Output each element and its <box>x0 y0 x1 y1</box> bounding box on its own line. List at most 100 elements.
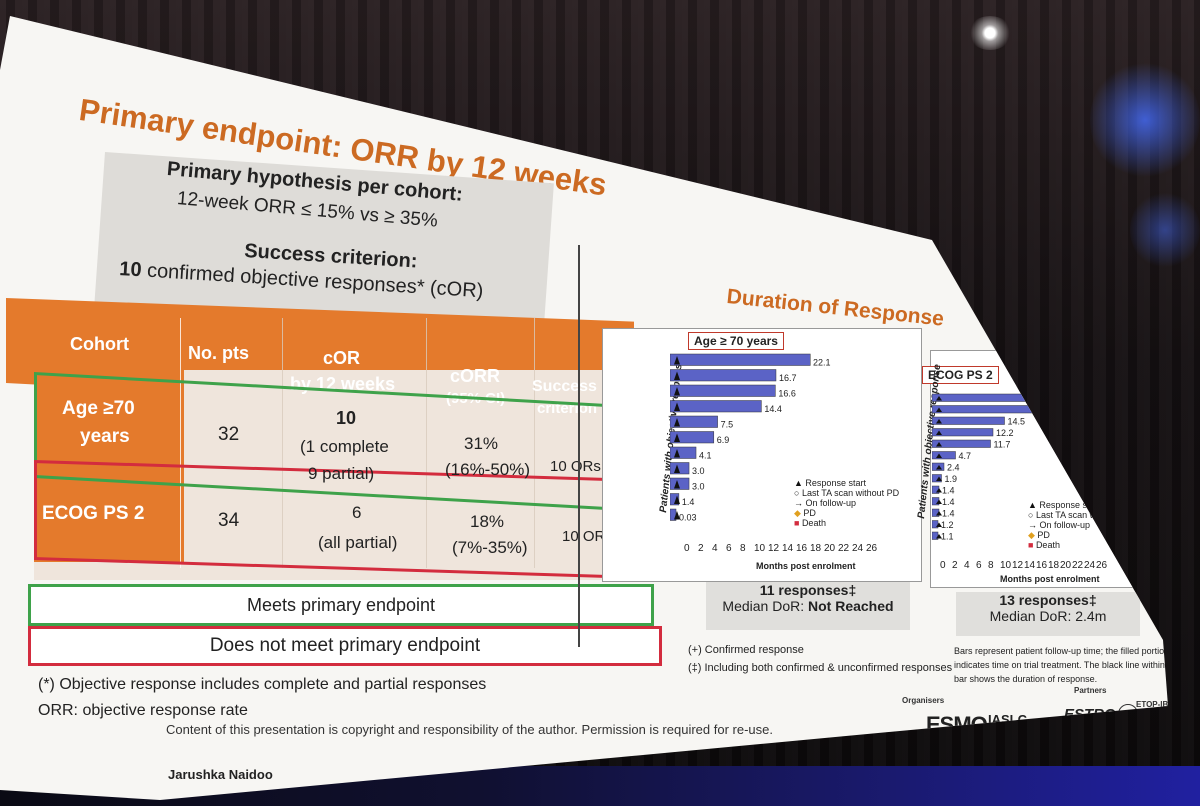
dor-bar <box>932 428 994 437</box>
x-tick-label: 14 <box>1024 560 1036 571</box>
header-criterion: criterion <box>537 400 598 417</box>
note-bars-3: bar shows the duration of response. <box>954 674 1098 684</box>
x-tick-label: 16 <box>1036 560 1048 571</box>
etop-logo: ETOP-IBCSG <box>1136 700 1186 709</box>
author-name: Jarushka Naidoo <box>168 767 273 782</box>
legend-item: ○ Last TA scan without PD <box>794 488 900 498</box>
x-tick-label: 12 <box>768 543 780 554</box>
legend-marker-icon: ▲ <box>1028 500 1040 510</box>
dor-bar-label: 1.9 <box>945 474 958 484</box>
dor-bar-label: 3.0 <box>692 482 705 492</box>
dor-bar-label: 12.2 <box>996 428 1014 438</box>
legend-marker-icon: ▲ <box>794 478 806 488</box>
x-tick-label: 2 <box>698 543 704 554</box>
x-tick-label: 6 <box>976 560 982 571</box>
legend-marker-icon: ■ <box>1028 540 1036 550</box>
legend-marker-icon: → <box>794 498 806 508</box>
x-tick-label: 12 <box>1012 560 1024 571</box>
dor-bar-label: 1.4 <box>682 497 695 507</box>
header-95-ci: (95% CI) <box>446 390 506 407</box>
legend-item: ■ Death <box>1028 540 1060 550</box>
header-no-pts: No. pts <box>188 343 249 363</box>
x-tick-label: 18 <box>1048 560 1060 571</box>
dor-bar <box>670 493 680 506</box>
x-tick-label: 24 <box>852 543 864 554</box>
dor-bar-label: 6.9 <box>717 435 730 445</box>
legend-not-meets: Does not meet primary endpoint <box>28 626 662 666</box>
header-corr: cORR <box>450 366 501 386</box>
responses-box-ecog: 13 responses‡ Median DoR: 2.4m <box>956 592 1140 636</box>
blue-stage-light <box>1090 60 1200 180</box>
legend-item: ▲ Response start <box>794 478 866 488</box>
response-start-marker <box>674 356 680 365</box>
response-start-marker <box>936 522 942 527</box>
dor-bar-label: 3.0 <box>692 466 705 476</box>
x-tick-label: 0 <box>940 560 946 571</box>
blue-stage-light <box>1130 190 1200 270</box>
legend-meets: Meets primary endpoint <box>28 584 654 626</box>
note-including: (‡) Including both confirmed & unconfirm… <box>688 662 953 674</box>
response-start-marker <box>936 534 942 539</box>
response-start-marker <box>674 480 680 489</box>
note-confirmed: (+) Confirmed response <box>688 644 804 656</box>
dor-bar-label: 2.4 <box>947 463 960 473</box>
response-start-marker <box>674 402 680 411</box>
header-by-12-weeks: by 12 weeks <box>290 374 396 394</box>
row1-corr: 31% <box>464 434 499 453</box>
dor-bar <box>670 400 762 413</box>
organisers-label: Organisers <box>902 696 945 705</box>
dor-bar <box>932 474 942 483</box>
x-tick-label: 4 <box>964 560 970 571</box>
response-start-marker <box>936 476 942 481</box>
row2-cor-partial: (all partial) <box>318 533 398 552</box>
response-start-marker <box>674 495 680 504</box>
row2-success: 10 ORs <box>562 528 613 545</box>
x-tick-label: 20 <box>824 543 836 554</box>
response-start-marker <box>936 511 942 516</box>
legend-item: ○ Last TA scan without PD <box>1028 510 1134 520</box>
dor-bar-label: 0.03 <box>679 513 697 523</box>
dor-bars-ecog: 14.512.211.74.72.41.91.41.41.41.21.1 <box>932 393 1056 542</box>
stage-spotlight <box>968 16 1012 50</box>
dor-bar <box>932 416 1005 425</box>
response-start-marker <box>936 499 942 504</box>
legend-marker-icon: ■ <box>794 518 802 528</box>
chart-tag-ecog: ECOG PS 2 <box>922 366 999 384</box>
dor-bar-label: 11.7 <box>994 440 1011 450</box>
legend-item: ▲ Response start <box>1028 500 1100 510</box>
x-tick-label: 4 <box>712 543 718 554</box>
xlabel-right: Months post enrolment <box>1000 574 1100 584</box>
response-start-marker <box>674 371 680 380</box>
dor-bar-label: 1.4 <box>942 497 955 507</box>
section-divider <box>578 245 580 647</box>
legend-item: ◆ PD <box>794 508 816 518</box>
legend-item: ◆ PD <box>1028 530 1050 540</box>
x-tick-label: 8 <box>988 560 994 571</box>
xlabel-left: Months post enrolment <box>756 561 856 571</box>
chart-tag-age: Age ≥ 70 years <box>688 332 784 350</box>
footnote-orr: ORR: objective response rate <box>38 702 248 719</box>
dor-bar <box>670 415 718 428</box>
response-start-marker <box>936 396 942 401</box>
dor-bar <box>932 439 991 448</box>
x-tick-label: 8 <box>740 543 746 554</box>
note-bars-2: indicates time on trial treatment. The b… <box>954 660 1180 670</box>
response-start-marker <box>674 449 680 458</box>
legend-marker-icon: ○ <box>794 488 802 498</box>
legend-item: ■ Death <box>794 518 826 528</box>
row1-cor-complete: (1 complete <box>300 437 389 456</box>
row2-cor: 6 <box>352 503 362 522</box>
note-bars-1: Bars represent patient follow-up time; t… <box>954 646 1170 656</box>
dor-bar <box>670 369 777 382</box>
row1-cor: 10 <box>336 408 357 428</box>
legend-marker-icon: ◆ <box>1028 530 1038 540</box>
dor-bar-label: 4.7 <box>959 451 972 461</box>
dor-bar-label: 7.5 <box>721 420 734 430</box>
response-start-marker <box>674 511 680 520</box>
dor-title: Duration of Response <box>725 285 945 331</box>
legend-marker-icon: ◆ <box>794 508 804 518</box>
dor-bar-label: 22.1 <box>813 358 831 368</box>
dor-bar-label: 14.5 <box>1008 417 1026 427</box>
dor-bar <box>670 477 690 490</box>
header-success: Success <box>532 378 597 395</box>
